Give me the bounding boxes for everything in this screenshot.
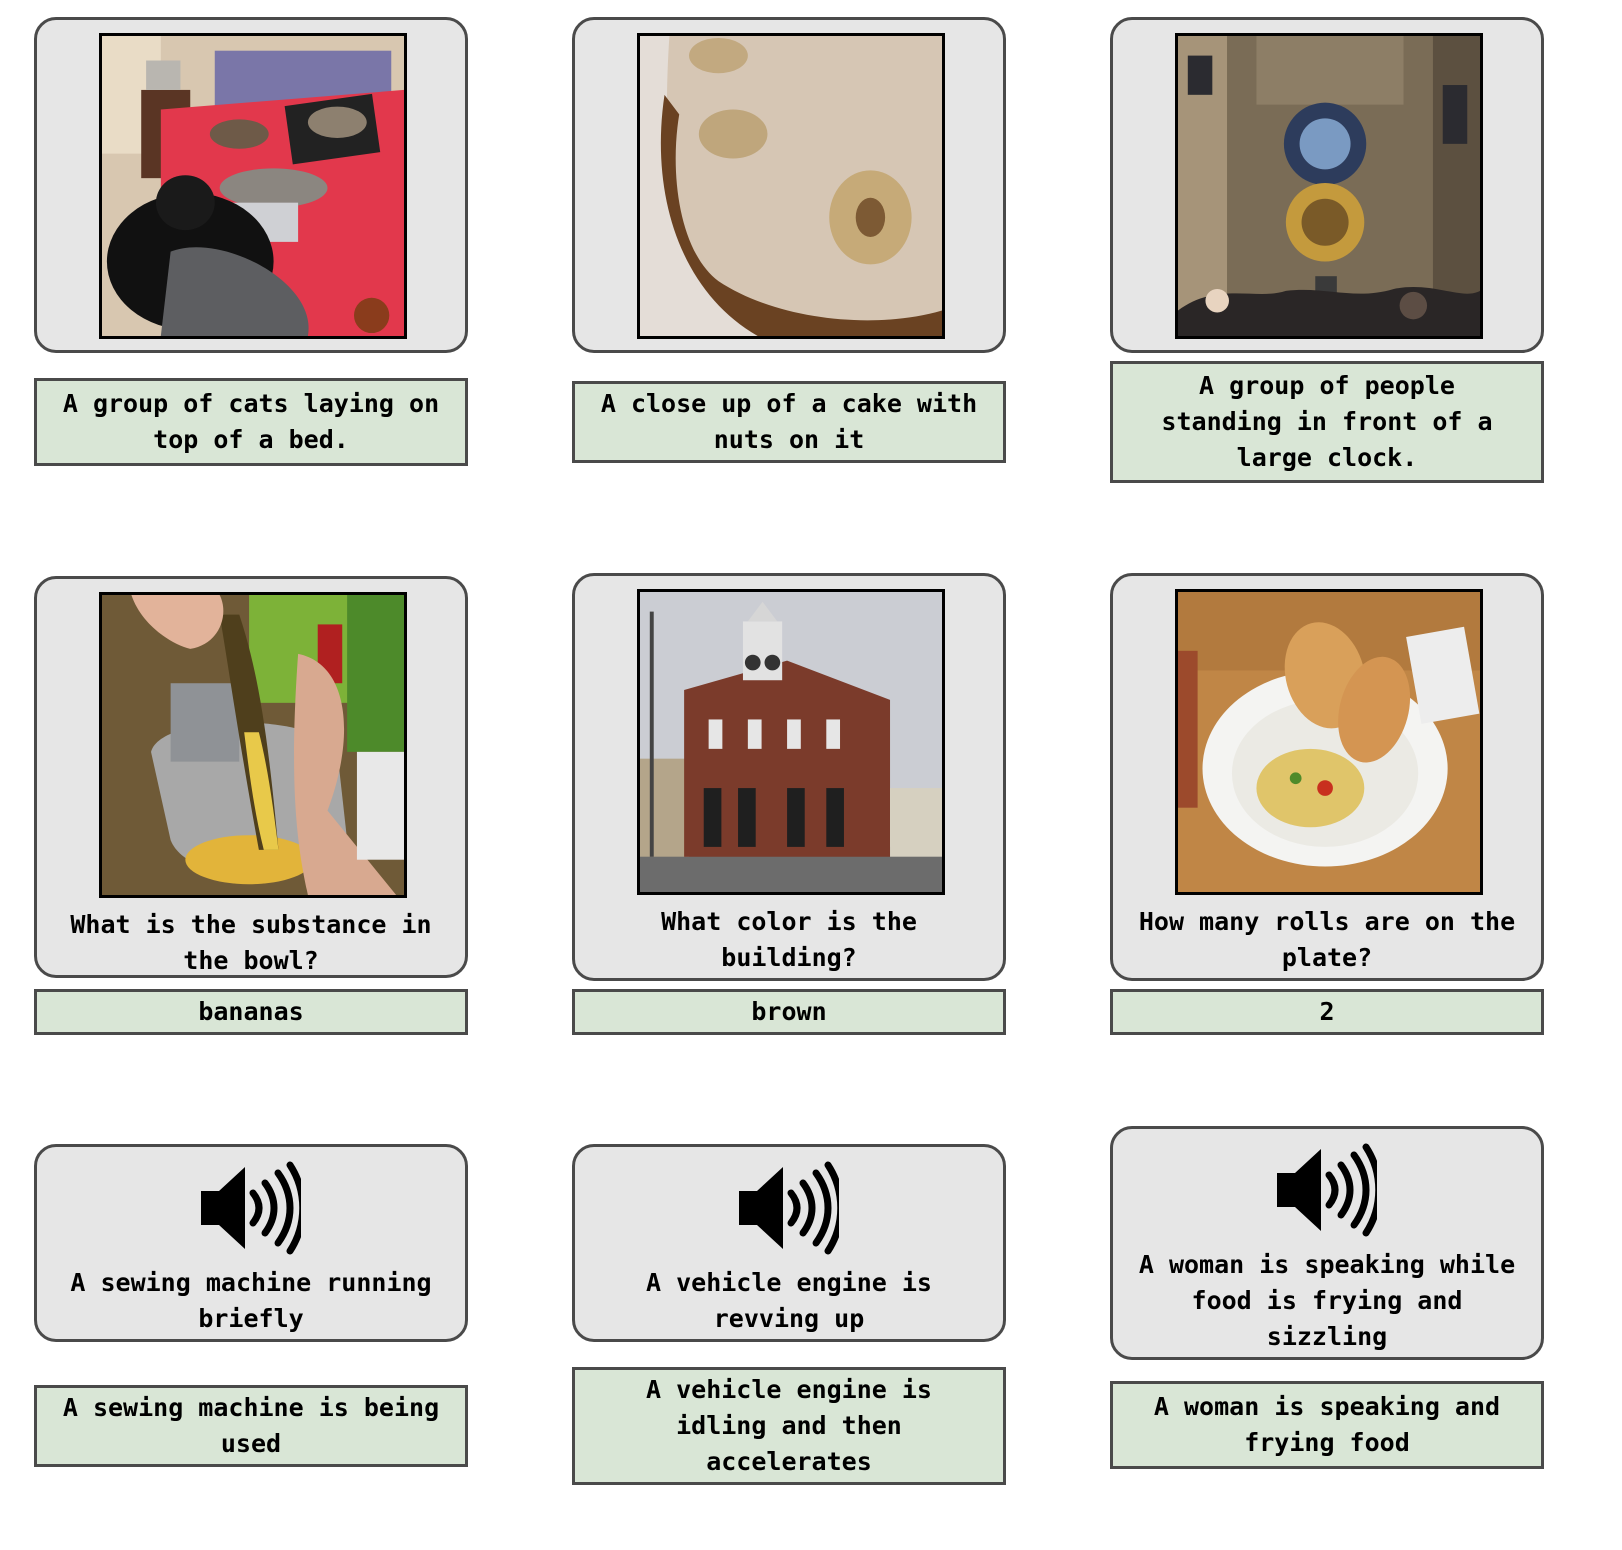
brick-town-hall-photo <box>637 589 945 895</box>
audio-card-3: A woman is speaking while food is frying… <box>1110 1126 1544 1360</box>
sandwich-pasta-plate-photo <box>1175 589 1483 895</box>
caption-result-1: A group of cats laying on top of a bed. <box>34 378 468 466</box>
astronomical-clock-photo <box>1175 33 1483 339</box>
speaker-icon <box>1277 1143 1377 1237</box>
cats-on-bed-photo <box>99 33 407 339</box>
caption-card-2 <box>572 17 1006 353</box>
vqa-answer: 2 <box>1319 997 1335 1026</box>
audio-result-2: A vehicle engine is idling and then acce… <box>572 1367 1006 1485</box>
audio-reference-caption: A woman is speaking while food is frying… <box>1138 1250 1516 1351</box>
vqa-answer-1: bananas <box>34 989 468 1035</box>
speaker-icon <box>739 1161 839 1255</box>
vqa-card-2: What color is the building? <box>572 573 1006 981</box>
caption-card-1 <box>34 17 468 353</box>
vqa-answer: brown <box>751 997 827 1026</box>
audio-result-1: A sewing machine is being used <box>34 1385 468 1467</box>
vqa-answer: bananas <box>198 997 304 1026</box>
caption-result-3: A group of people standing in front of a… <box>1110 361 1544 483</box>
speaker-icon <box>201 1161 301 1255</box>
generated-caption: A group of people standing in front of a… <box>1161 371 1493 472</box>
vqa-card-1: What is the substance in the bowl? <box>34 576 468 978</box>
vqa-answer-2: brown <box>572 989 1006 1035</box>
generated-audio-caption: A sewing machine is being used <box>62 1393 440 1458</box>
generated-caption: A group of cats laying on top of a bed. <box>62 389 440 454</box>
banana-peeling-photo <box>99 592 407 898</box>
walnut-cake-photo <box>637 33 945 339</box>
generated-audio-caption: A vehicle engine is idling and then acce… <box>646 1375 932 1476</box>
caption-result-2: A close up of a cake with nuts on it <box>572 381 1006 463</box>
generated-audio-caption: A woman is speaking and frying food <box>1153 1392 1501 1457</box>
audio-card-2: A vehicle engine is revving up <box>572 1144 1006 1342</box>
audio-card-1: A sewing machine running briefly <box>34 1144 468 1342</box>
vqa-card-3: How many rolls are on the plate? <box>1110 573 1544 981</box>
audio-reference-caption: A vehicle engine is revving up <box>646 1268 932 1333</box>
vqa-question: What is the substance in the bowl? <box>70 910 432 975</box>
audio-result-3: A woman is speaking and frying food <box>1110 1381 1544 1469</box>
generated-caption: A close up of a cake with nuts on it <box>600 389 978 454</box>
caption-card-3 <box>1110 17 1544 353</box>
vqa-answer-3: 2 <box>1110 989 1544 1035</box>
vqa-question: How many rolls are on the plate? <box>1138 907 1516 972</box>
audio-reference-caption: A sewing machine running briefly <box>70 1268 432 1333</box>
vqa-question: What color is the building? <box>661 907 917 972</box>
